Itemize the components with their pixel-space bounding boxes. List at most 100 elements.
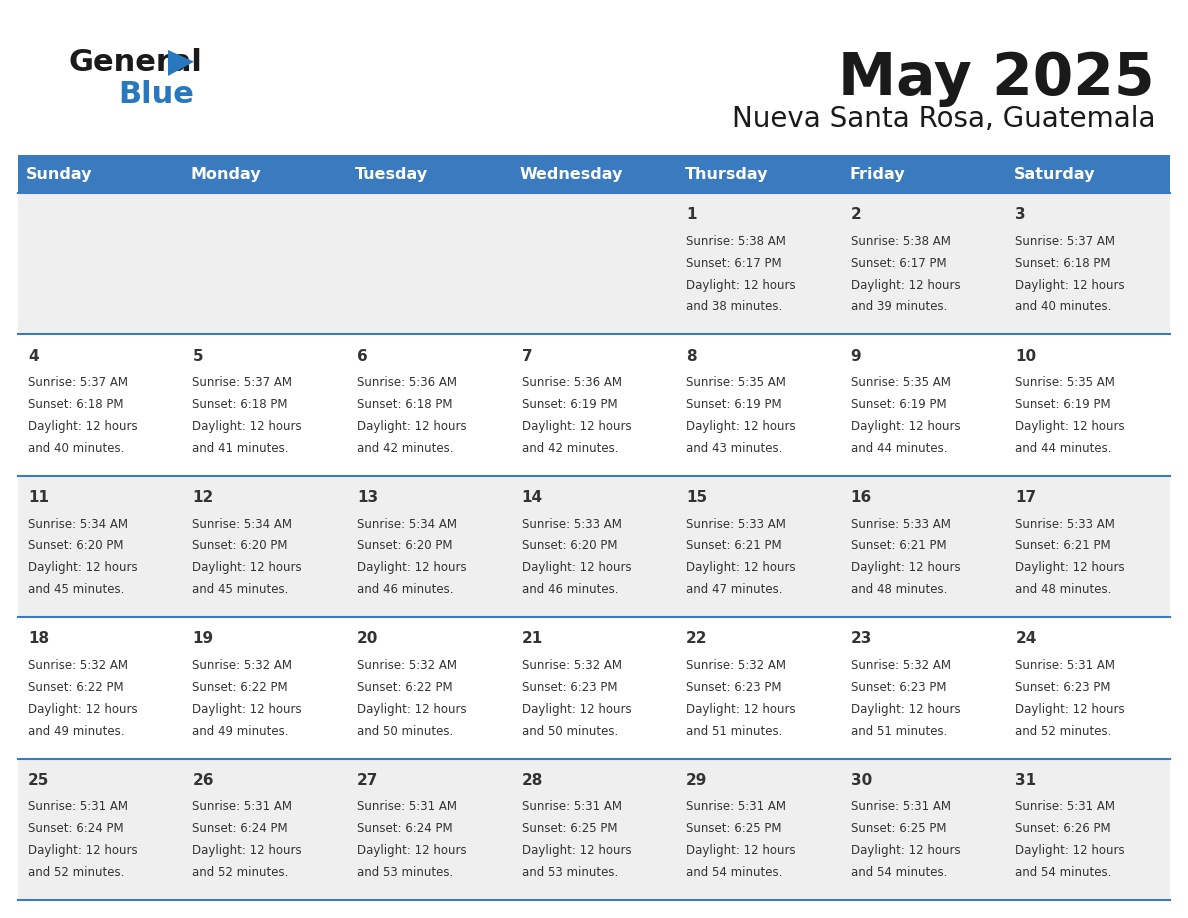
- Text: and 45 minutes.: and 45 minutes.: [192, 583, 289, 597]
- Text: Sunrise: 5:31 AM: Sunrise: 5:31 AM: [1016, 800, 1116, 813]
- Text: Sunrise: 5:31 AM: Sunrise: 5:31 AM: [358, 800, 457, 813]
- Text: 22: 22: [687, 632, 708, 646]
- Text: General: General: [68, 48, 202, 77]
- Text: Thursday: Thursday: [684, 166, 767, 182]
- Text: Sunset: 6:25 PM: Sunset: 6:25 PM: [687, 823, 782, 835]
- Text: Daylight: 12 hours: Daylight: 12 hours: [522, 703, 631, 716]
- Text: 2: 2: [851, 207, 861, 222]
- Text: Sunset: 6:21 PM: Sunset: 6:21 PM: [687, 540, 782, 553]
- Text: and 46 minutes.: and 46 minutes.: [358, 583, 454, 597]
- Text: Sunset: 6:20 PM: Sunset: 6:20 PM: [358, 540, 453, 553]
- Text: 26: 26: [192, 773, 214, 788]
- Text: 23: 23: [851, 632, 872, 646]
- Text: Daylight: 12 hours: Daylight: 12 hours: [1016, 845, 1125, 857]
- Text: Sunrise: 5:32 AM: Sunrise: 5:32 AM: [522, 659, 621, 672]
- Text: Sunset: 6:17 PM: Sunset: 6:17 PM: [687, 257, 782, 270]
- Text: Daylight: 12 hours: Daylight: 12 hours: [851, 703, 960, 716]
- Text: Monday: Monday: [191, 166, 261, 182]
- Text: Daylight: 12 hours: Daylight: 12 hours: [687, 703, 796, 716]
- Text: and 44 minutes.: and 44 minutes.: [1016, 442, 1112, 454]
- Text: Sunset: 6:23 PM: Sunset: 6:23 PM: [851, 681, 946, 694]
- Text: and 40 minutes.: and 40 minutes.: [1016, 300, 1112, 313]
- Text: and 50 minutes.: and 50 minutes.: [358, 724, 454, 738]
- Bar: [18, 617, 1170, 758]
- Text: and 51 minutes.: and 51 minutes.: [851, 724, 947, 738]
- Text: Sunset: 6:20 PM: Sunset: 6:20 PM: [522, 540, 617, 553]
- Text: and 52 minutes.: and 52 minutes.: [192, 866, 289, 879]
- Text: Sunrise: 5:38 AM: Sunrise: 5:38 AM: [687, 235, 786, 248]
- Text: Daylight: 12 hours: Daylight: 12 hours: [358, 561, 467, 575]
- Text: Daylight: 12 hours: Daylight: 12 hours: [851, 278, 960, 292]
- Text: 3: 3: [1016, 207, 1026, 222]
- Text: Daylight: 12 hours: Daylight: 12 hours: [687, 845, 796, 857]
- Text: Daylight: 12 hours: Daylight: 12 hours: [192, 561, 302, 575]
- Text: 13: 13: [358, 490, 378, 505]
- Text: Sunrise: 5:32 AM: Sunrise: 5:32 AM: [851, 659, 950, 672]
- Text: Daylight: 12 hours: Daylight: 12 hours: [522, 845, 631, 857]
- Text: Sunrise: 5:32 AM: Sunrise: 5:32 AM: [192, 659, 292, 672]
- Text: Sunset: 6:19 PM: Sunset: 6:19 PM: [687, 398, 782, 411]
- Text: Sunset: 6:25 PM: Sunset: 6:25 PM: [522, 823, 617, 835]
- Text: and 50 minutes.: and 50 minutes.: [522, 724, 618, 738]
- Text: Daylight: 12 hours: Daylight: 12 hours: [851, 561, 960, 575]
- Bar: [18, 334, 1170, 476]
- Text: Sunset: 6:24 PM: Sunset: 6:24 PM: [27, 823, 124, 835]
- Text: 17: 17: [1016, 490, 1036, 505]
- Text: and 53 minutes.: and 53 minutes.: [358, 866, 454, 879]
- Polygon shape: [168, 50, 194, 76]
- Text: 6: 6: [358, 349, 368, 364]
- Text: Friday: Friday: [849, 166, 905, 182]
- Text: Sunrise: 5:31 AM: Sunrise: 5:31 AM: [687, 800, 786, 813]
- Text: and 49 minutes.: and 49 minutes.: [192, 724, 289, 738]
- Text: Nueva Santa Rosa, Guatemala: Nueva Santa Rosa, Guatemala: [732, 105, 1155, 133]
- Text: Sunrise: 5:32 AM: Sunrise: 5:32 AM: [687, 659, 786, 672]
- Text: and 47 minutes.: and 47 minutes.: [687, 583, 783, 597]
- Text: Sunset: 6:18 PM: Sunset: 6:18 PM: [27, 398, 124, 411]
- Text: and 48 minutes.: and 48 minutes.: [1016, 583, 1112, 597]
- Text: and 48 minutes.: and 48 minutes.: [851, 583, 947, 597]
- Text: and 39 minutes.: and 39 minutes.: [851, 300, 947, 313]
- Text: Sunrise: 5:36 AM: Sunrise: 5:36 AM: [358, 376, 457, 389]
- Text: Daylight: 12 hours: Daylight: 12 hours: [192, 845, 302, 857]
- Text: Daylight: 12 hours: Daylight: 12 hours: [27, 845, 138, 857]
- Text: and 52 minutes.: and 52 minutes.: [27, 866, 125, 879]
- Text: Sunset: 6:23 PM: Sunset: 6:23 PM: [1016, 681, 1111, 694]
- Text: Sunset: 6:19 PM: Sunset: 6:19 PM: [1016, 398, 1111, 411]
- Text: and 54 minutes.: and 54 minutes.: [1016, 866, 1112, 879]
- Text: Sunrise: 5:34 AM: Sunrise: 5:34 AM: [192, 518, 292, 531]
- Text: and 51 minutes.: and 51 minutes.: [687, 724, 783, 738]
- Text: Sunrise: 5:31 AM: Sunrise: 5:31 AM: [192, 800, 292, 813]
- Text: 29: 29: [687, 773, 708, 788]
- Text: 27: 27: [358, 773, 379, 788]
- Text: and 42 minutes.: and 42 minutes.: [522, 442, 618, 454]
- Text: Sunday: Sunday: [26, 166, 93, 182]
- Text: Sunrise: 5:33 AM: Sunrise: 5:33 AM: [522, 518, 621, 531]
- Text: Daylight: 12 hours: Daylight: 12 hours: [192, 703, 302, 716]
- Text: 1: 1: [687, 207, 696, 222]
- Text: 14: 14: [522, 490, 543, 505]
- Text: Daylight: 12 hours: Daylight: 12 hours: [522, 561, 631, 575]
- Text: Daylight: 12 hours: Daylight: 12 hours: [1016, 561, 1125, 575]
- Text: Sunset: 6:21 PM: Sunset: 6:21 PM: [851, 540, 947, 553]
- Text: 9: 9: [851, 349, 861, 364]
- Text: Sunset: 6:24 PM: Sunset: 6:24 PM: [192, 823, 287, 835]
- Text: and 46 minutes.: and 46 minutes.: [522, 583, 618, 597]
- Bar: [18, 155, 1170, 193]
- Text: Daylight: 12 hours: Daylight: 12 hours: [27, 703, 138, 716]
- Text: Sunset: 6:26 PM: Sunset: 6:26 PM: [1016, 823, 1111, 835]
- Text: and 44 minutes.: and 44 minutes.: [851, 442, 947, 454]
- Text: 15: 15: [687, 490, 707, 505]
- Text: 8: 8: [687, 349, 697, 364]
- Text: May 2025: May 2025: [839, 50, 1155, 107]
- Text: Saturday: Saturday: [1013, 166, 1095, 182]
- Text: Daylight: 12 hours: Daylight: 12 hours: [522, 420, 631, 433]
- Text: Sunset: 6:22 PM: Sunset: 6:22 PM: [27, 681, 124, 694]
- Text: Daylight: 12 hours: Daylight: 12 hours: [358, 420, 467, 433]
- Text: 16: 16: [851, 490, 872, 505]
- Text: and 54 minutes.: and 54 minutes.: [851, 866, 947, 879]
- Text: Wednesday: Wednesday: [520, 166, 624, 182]
- Text: Sunrise: 5:37 AM: Sunrise: 5:37 AM: [192, 376, 292, 389]
- Text: Sunrise: 5:36 AM: Sunrise: 5:36 AM: [522, 376, 621, 389]
- Text: and 45 minutes.: and 45 minutes.: [27, 583, 125, 597]
- Text: Sunset: 6:18 PM: Sunset: 6:18 PM: [358, 398, 453, 411]
